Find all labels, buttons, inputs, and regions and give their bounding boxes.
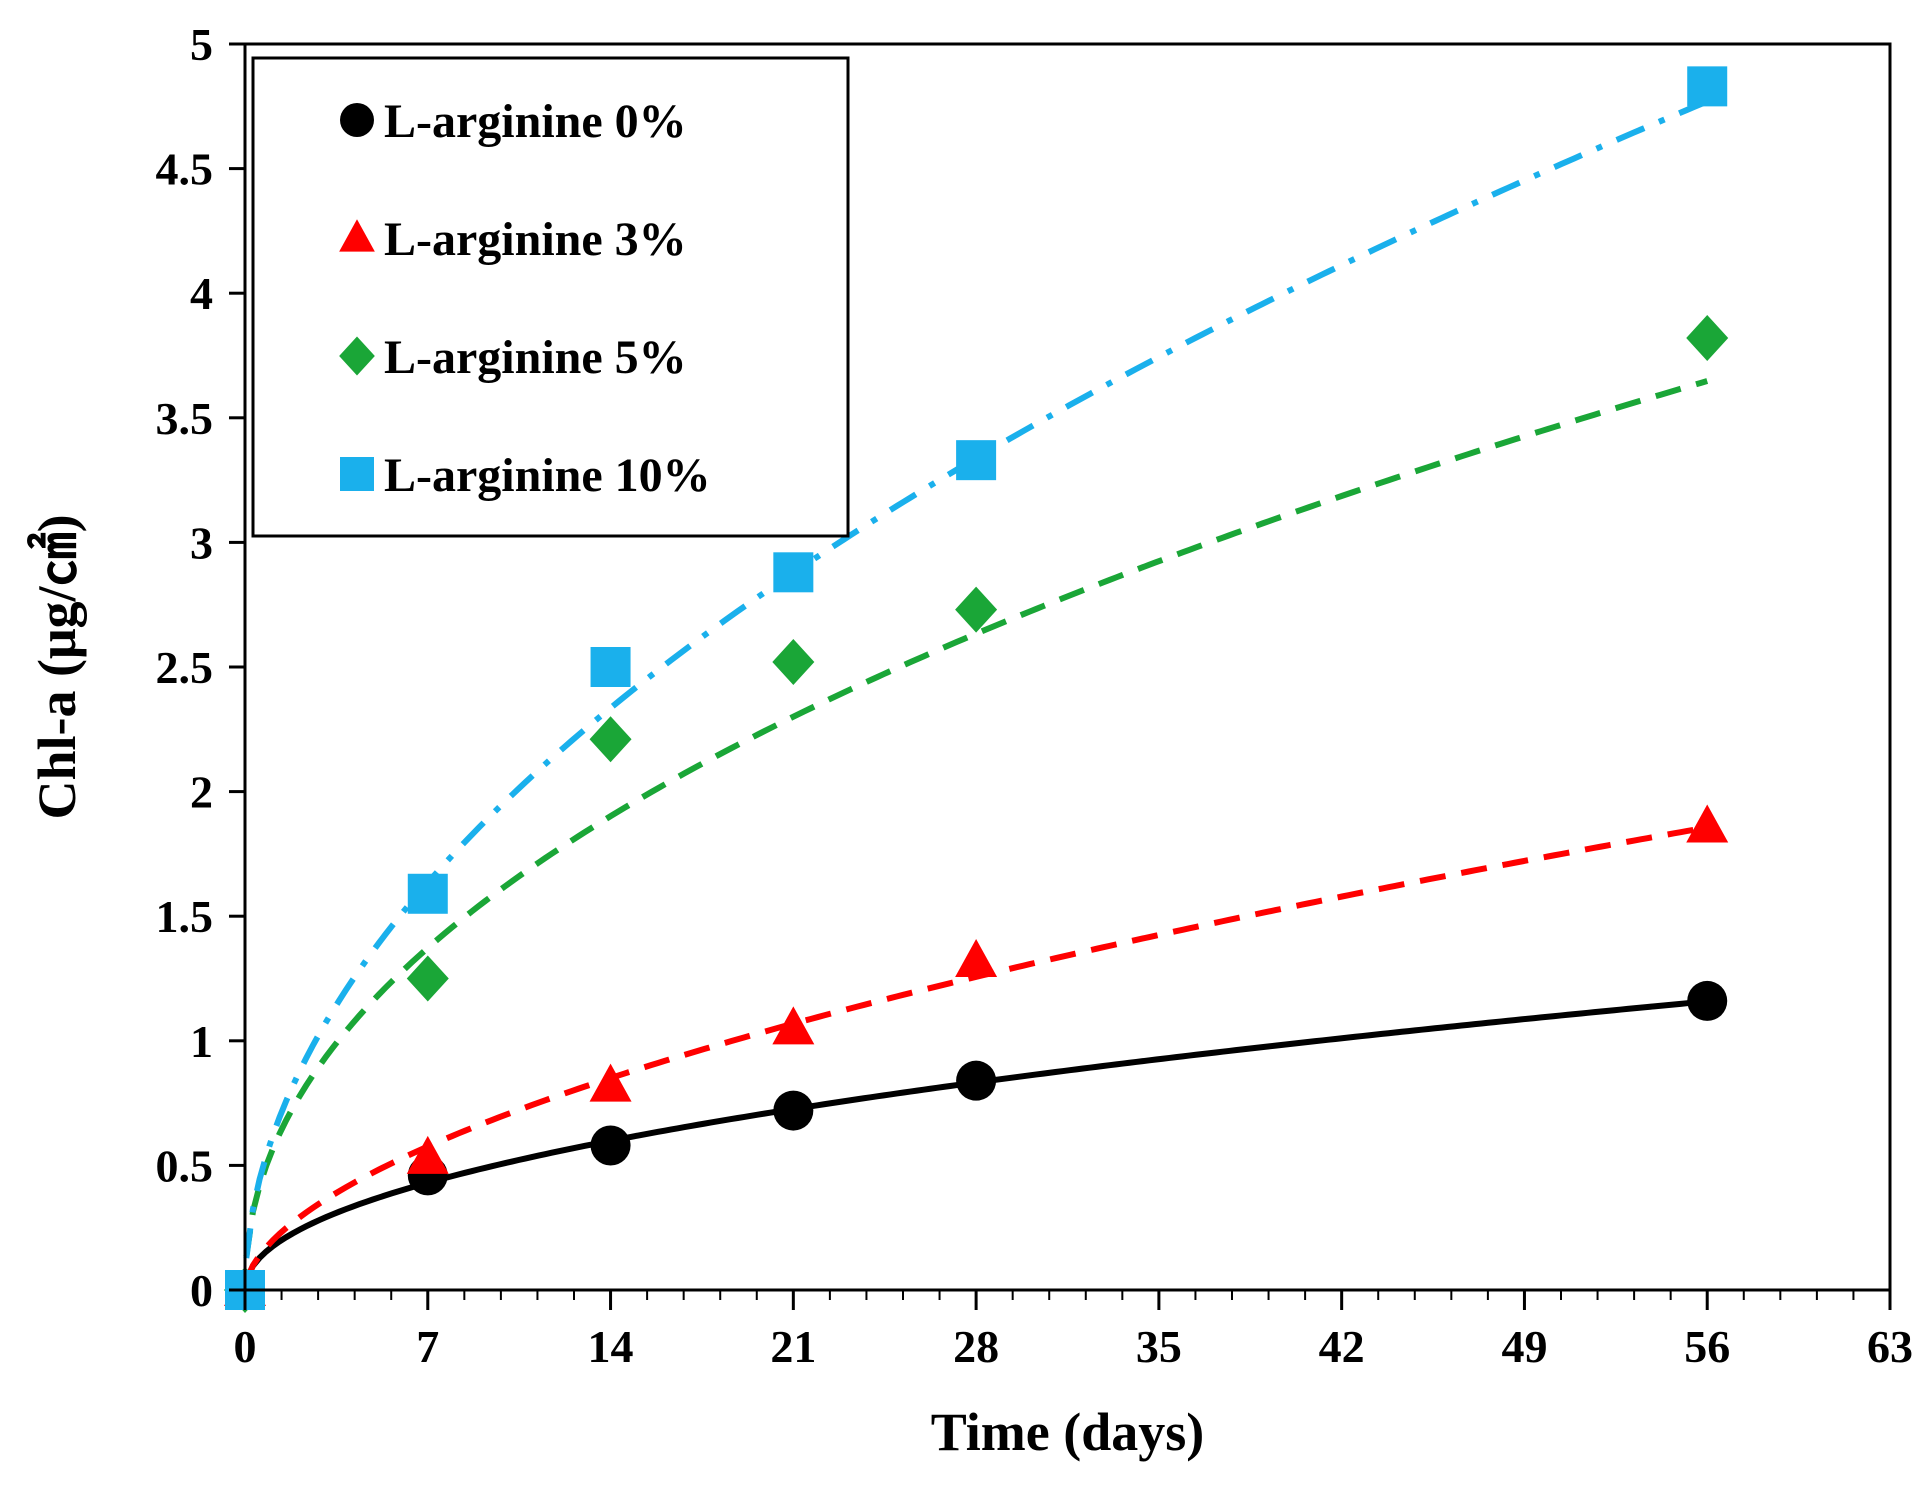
x-tick-label: 35 <box>1136 1321 1182 1372</box>
legend-label: L-arginine 10% <box>384 449 711 502</box>
y-tick-label: 5 <box>190 19 213 70</box>
legend-entry: L-arginine 3% <box>339 213 687 266</box>
data-point-l-arginine-10 <box>1687 66 1728 107</box>
y-axis-title: Chl-a (μg/㎠) <box>26 514 87 819</box>
data-point-l-arginine-10 <box>407 873 448 914</box>
data-point-l-arginine-5 <box>772 639 815 686</box>
y-tick-label: 0 <box>190 1265 213 1316</box>
x-tick-label: 56 <box>1684 1321 1730 1372</box>
data-point-l-arginine-10 <box>956 440 997 481</box>
legend-entry: L-arginine 10% <box>340 449 711 502</box>
x-tick-label: 14 <box>588 1321 634 1372</box>
y-tick-label: 4.5 <box>156 144 214 195</box>
data-point-l-arginine-3 <box>955 939 998 978</box>
x-tick-label: 7 <box>416 1321 439 1372</box>
legend-label: L-arginine 3% <box>384 213 687 266</box>
data-point-l-arginine-0 <box>1687 980 1728 1021</box>
x-axis-title: Time (days) <box>931 1402 1205 1462</box>
y-tick-label: 3 <box>190 517 213 568</box>
legend-marker <box>340 457 374 491</box>
data-point-l-arginine-3 <box>1686 804 1729 843</box>
y-tick-label: 3.5 <box>156 393 214 444</box>
y-tick-label: 1 <box>190 1016 213 1067</box>
legend-box <box>251 56 850 538</box>
x-tick-label: 49 <box>1501 1321 1547 1372</box>
legend-label: L-arginine 5% <box>384 331 687 384</box>
legend-items: L-arginine 0% L-arginine 3% L-arginine 5% L… <box>339 95 711 502</box>
data-point-l-arginine-3 <box>772 1006 815 1045</box>
data-point-l-arginine-5 <box>1686 315 1729 362</box>
data-point-l-arginine-5 <box>955 586 998 633</box>
data-point-l-arginine-0 <box>773 1090 814 1131</box>
legend-marker <box>340 103 374 137</box>
x-tick-label: 21 <box>770 1321 816 1372</box>
legend: L-arginine 0% L-arginine 3% L-arginine 5% L… <box>251 56 850 538</box>
y-tick-label: 0.5 <box>156 1140 214 1191</box>
legend-entry: L-arginine 0% <box>340 95 687 148</box>
legend-label: L-arginine 0% <box>384 95 687 148</box>
data-point-l-arginine-0 <box>956 1060 997 1101</box>
y-tick-label: 2.5 <box>156 642 214 693</box>
legend-marker <box>339 219 375 252</box>
data-point-l-arginine-5 <box>589 716 632 763</box>
y-tick-label: 4 <box>190 268 213 319</box>
fit-curve-l-arginine-0 <box>243 998 1708 1282</box>
data-point-l-arginine-10 <box>590 647 631 687</box>
x-tick-label: 28 <box>953 1321 999 1372</box>
data-point-l-arginine-10 <box>773 552 814 593</box>
x-tick-label: 63 <box>1867 1321 1913 1372</box>
data-point-l-arginine-3 <box>406 1135 449 1174</box>
data-point-l-arginine-0 <box>590 1125 631 1166</box>
x-tick-label: 0 <box>234 1321 257 1372</box>
axis-ticks: 0 7 14 21 28 35 42 49 56 63 0 0.5 1 1.5 2 2.5 3 3.5 4 4.5 5 <box>156 19 1914 1372</box>
y-tick-label: 1.5 <box>156 891 214 942</box>
fit-curve-l-arginine-5 <box>243 378 1709 1257</box>
y-tick-label: 2 <box>190 767 213 818</box>
x-tick-label: 42 <box>1319 1321 1365 1372</box>
data-point-l-arginine-5 <box>406 955 449 1002</box>
legend-entry: L-arginine 5% <box>339 331 687 384</box>
fit-curve-l-arginine-3 <box>243 824 1708 1283</box>
legend-marker <box>339 336 375 376</box>
data-point-l-arginine-3 <box>589 1063 632 1102</box>
